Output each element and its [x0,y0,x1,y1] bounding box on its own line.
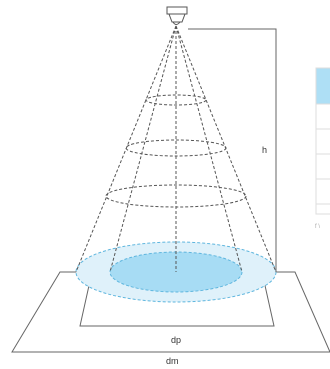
cone-inner-left-line [109,25,177,273]
table-row [315,178,330,205]
height-label: h [262,145,267,155]
table-row [315,153,330,180]
cone-inner-right-line [175,25,243,273]
table-row [315,103,330,130]
ceiling-fixture-icon [166,6,188,25]
height-dimension-line [188,28,277,272]
table-footnote: f \ [315,224,320,230]
table-row [315,203,330,215]
spec-table: f \ [315,67,330,230]
table-row [315,128,330,155]
dp-label: dp [171,335,181,345]
spec-table-header [315,67,330,105]
cone-section-ellipse-2 [125,139,227,157]
cone-section-ellipse-3 [105,184,247,208]
dm-label: dm [166,356,179,366]
cone-section-ellipse-1 [145,94,207,106]
